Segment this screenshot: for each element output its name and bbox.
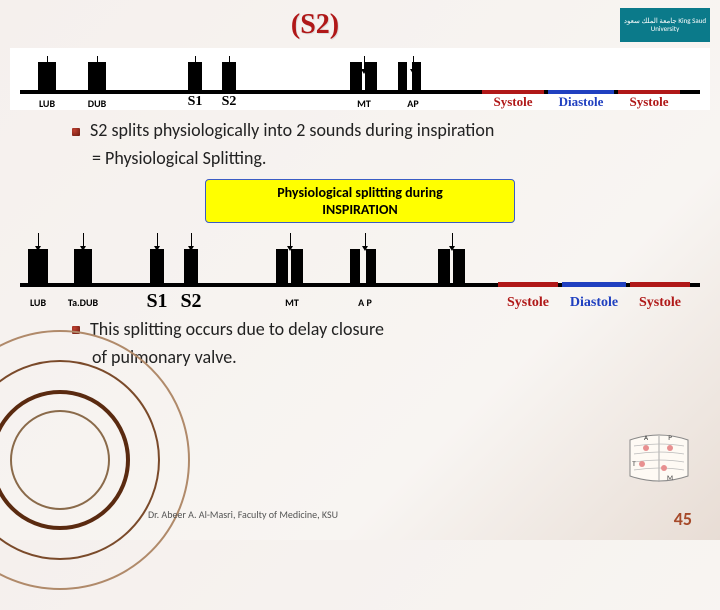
timeline-label: MT: [357, 97, 371, 110]
arrow-icon: [413, 56, 414, 70]
svg-text:M: M: [667, 473, 673, 482]
timeline-1: LUBDUBS1S2MTAPSystoleDiastoleSystole: [20, 56, 700, 106]
timeline-label: S2: [222, 94, 237, 110]
slide-title: (S2): [10, 9, 620, 41]
bullet-icon: [72, 128, 80, 136]
phase-bar: [562, 282, 626, 287]
heart-sounds-panel-2: LUBTa.DUBMTA PS1S2SystoleDiastoleSystole: [10, 227, 710, 293]
timeline-big-label: S2: [180, 290, 201, 313]
body-line-4: of pulmonary valve.: [0, 343, 720, 371]
arrow-icon: [365, 233, 366, 247]
sound-bar: [184, 249, 198, 283]
arrow-icon: [191, 233, 192, 247]
body-line-3: This splitting occurs due to delay closu…: [0, 315, 720, 343]
slide-header: (S2) جامعة الملك سعود King Saud Universi…: [0, 0, 720, 46]
sound-bar: [438, 249, 450, 283]
callout-box: Physiological splitting during INSPIRATI…: [205, 179, 515, 223]
page-number: 45: [674, 508, 692, 530]
timeline-label: A P: [358, 296, 372, 309]
sound-bar: [398, 62, 407, 90]
arrow-icon: [195, 56, 196, 70]
arrow-icon: [364, 56, 365, 70]
timeline-label: LUB: [39, 97, 55, 110]
callout-line-1: Physiological splitting during: [212, 184, 508, 201]
timeline-label: Ta.DUB: [68, 296, 98, 309]
timeline-big-label: S1: [146, 290, 167, 313]
svg-text:T: T: [632, 459, 636, 468]
heart-sounds-panel-1: LUB DUB S1 S2 MT AP Systole Diastole Systole: [10, 48, 710, 110]
sound-bar: [453, 249, 465, 283]
phase-label: Systole: [630, 94, 669, 110]
body-text-1: S2 splits physiologically into 2 sounds …: [90, 119, 494, 141]
arrow-icon: [38, 233, 39, 247]
sound-bar: [350, 62, 362, 90]
timeline-label: AP: [407, 97, 418, 110]
timeline-label: MT: [285, 296, 299, 309]
body-line-2: = Physiological Splitting.: [0, 144, 720, 172]
footer-credit: Dr. Abeer A. Al-Masri, Faculty of Medici…: [148, 508, 338, 530]
phase-bar: [630, 282, 690, 287]
arrow-icon: [452, 233, 453, 247]
sound-bar: [350, 249, 360, 283]
timeline-label: S1: [188, 94, 203, 110]
thorax-diagram: A P T M: [620, 428, 698, 488]
arrow-icon: [47, 56, 48, 70]
sound-bar: [276, 249, 288, 283]
bullet-icon: [72, 326, 80, 334]
sound-bar: [150, 249, 164, 283]
corner-circles: [0, 330, 210, 610]
arrow-icon: [157, 233, 158, 247]
phase-label: Diastole: [559, 94, 604, 110]
arrow-icon: [290, 233, 291, 247]
university-logo: جامعة الملك سعود King Saud University: [620, 8, 710, 42]
sound-bar: [74, 249, 92, 283]
sound-bar: [291, 249, 303, 283]
arrow-icon: [83, 233, 84, 247]
timeline-label: DUB: [88, 97, 106, 110]
timeline-label: LUB: [30, 296, 46, 309]
phase-label: Systole: [639, 295, 681, 311]
callout-line-2: INSPIRATION: [212, 201, 508, 218]
phase-label: Systole: [507, 295, 549, 311]
svg-text:P: P: [668, 433, 672, 442]
arrow-icon: [229, 56, 230, 70]
body-text-3: This splitting occurs due to delay closu…: [90, 318, 384, 340]
sound-bar: [365, 62, 377, 90]
slide-footer: Dr. Abeer A. Al-Masri, Faculty of Medici…: [0, 508, 720, 530]
sound-bar: [366, 249, 376, 283]
sound-bar: [28, 249, 48, 283]
phase-label: Systole: [494, 94, 533, 110]
timeline-2: LUBTa.DUBMTA PS1S2SystoleDiastoleSystole: [20, 233, 700, 291]
phase-bar: [498, 282, 558, 287]
body-line-1: S2 splits physiologically into 2 sounds …: [0, 116, 720, 144]
phase-label: Diastole: [570, 295, 618, 311]
arrow-icon: [97, 56, 98, 70]
